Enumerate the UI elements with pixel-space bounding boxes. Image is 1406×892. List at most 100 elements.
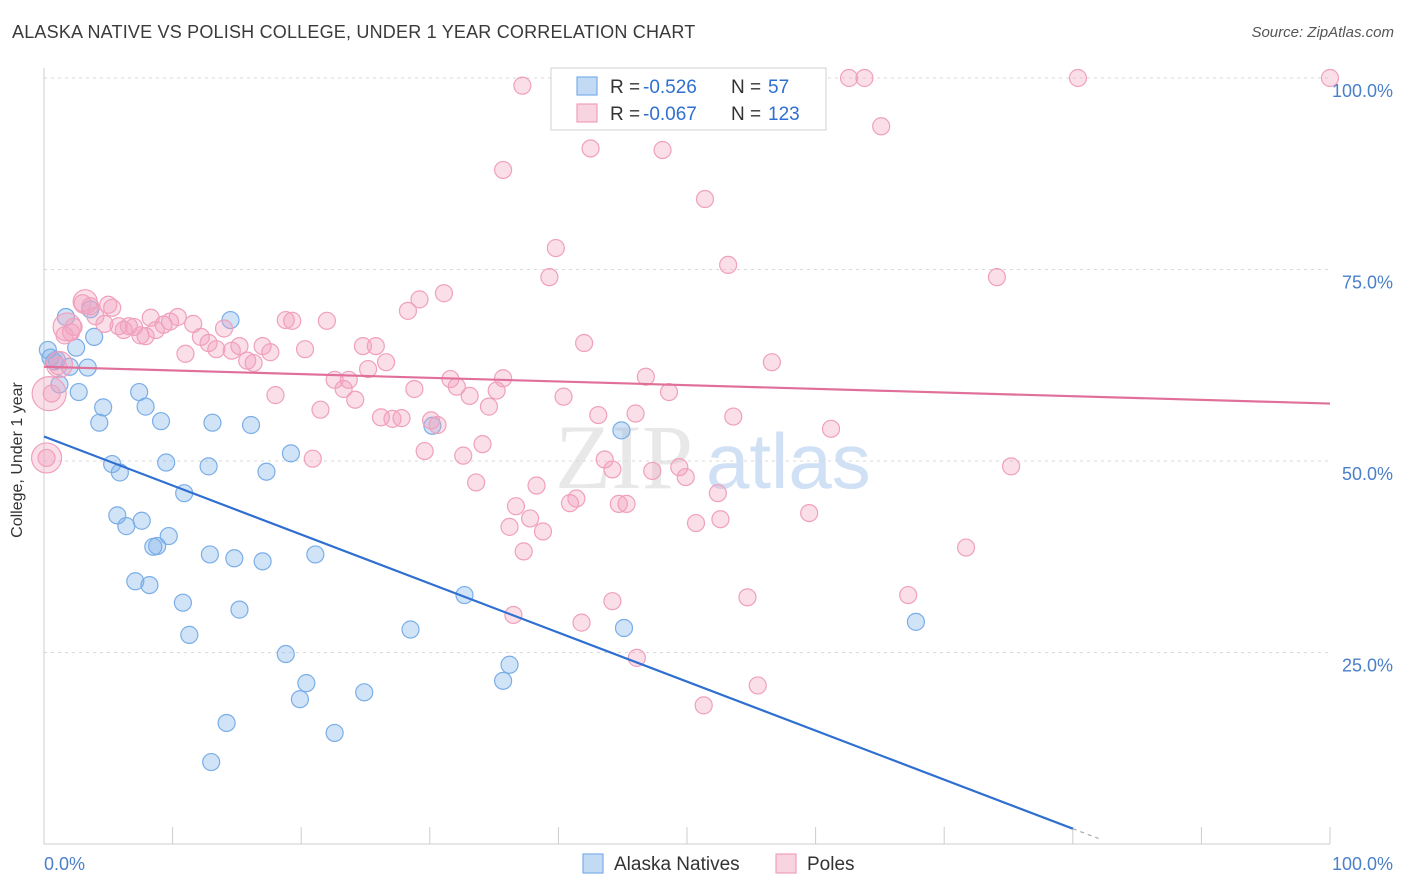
data-point bbox=[355, 683, 374, 702]
data-point bbox=[494, 160, 513, 180]
data-point bbox=[494, 671, 513, 690]
data-point bbox=[711, 510, 730, 529]
data-point bbox=[200, 545, 219, 564]
y-tick-label: 100.0% bbox=[1332, 81, 1393, 101]
data-point bbox=[612, 421, 631, 440]
data-point bbox=[159, 526, 178, 546]
data-point bbox=[603, 460, 622, 479]
data-point bbox=[575, 333, 594, 353]
data-point bbox=[1001, 457, 1021, 476]
data-point bbox=[956, 538, 976, 557]
data-point bbox=[398, 301, 418, 320]
data-point bbox=[173, 593, 192, 612]
data-point bbox=[434, 284, 454, 303]
data-point bbox=[506, 497, 526, 516]
trendline-poles bbox=[43, 365, 1331, 405]
data-point bbox=[521, 509, 540, 528]
data-point bbox=[325, 723, 344, 743]
data-point bbox=[110, 463, 129, 482]
data-point bbox=[276, 310, 295, 330]
data-point bbox=[473, 435, 492, 454]
data-point bbox=[217, 713, 236, 733]
y-tick-label: 50.0% bbox=[1342, 464, 1393, 484]
x-tick-label-right: 100.0% bbox=[1332, 854, 1393, 874]
trendline-alaska-natives bbox=[43, 435, 1074, 830]
data-point bbox=[295, 340, 315, 359]
data-point bbox=[202, 752, 221, 772]
data-point bbox=[724, 407, 743, 426]
data-point bbox=[225, 549, 244, 568]
data-point bbox=[103, 298, 122, 317]
data-point bbox=[261, 343, 280, 362]
data-point bbox=[899, 585, 918, 605]
series-legend-label: Poles bbox=[807, 854, 855, 875]
data-point bbox=[872, 117, 891, 136]
data-point bbox=[676, 467, 695, 487]
data-point bbox=[695, 189, 715, 209]
watermark-zip: ZIP bbox=[555, 406, 693, 508]
data-point bbox=[283, 311, 302, 330]
data-point bbox=[762, 353, 781, 372]
data-point bbox=[589, 405, 608, 425]
data-point bbox=[151, 412, 171, 431]
data-point bbox=[659, 382, 679, 402]
stats-legend-n-value: 123 bbox=[768, 104, 800, 125]
data-point bbox=[199, 457, 218, 476]
data-point bbox=[136, 397, 155, 416]
data-point bbox=[617, 494, 636, 513]
data-point bbox=[719, 255, 738, 275]
data-point bbox=[514, 542, 533, 561]
data-point bbox=[401, 620, 420, 639]
data-point bbox=[230, 337, 249, 356]
data-point bbox=[479, 397, 499, 416]
data-point bbox=[207, 340, 226, 359]
data-point-large bbox=[30, 442, 63, 474]
data-point bbox=[297, 674, 316, 693]
data-point bbox=[546, 238, 565, 258]
data-point bbox=[410, 290, 429, 309]
data-point bbox=[800, 503, 819, 523]
data-point bbox=[346, 390, 365, 409]
data-point bbox=[421, 411, 441, 430]
data-point bbox=[253, 552, 272, 571]
stats-legend-n-value: 57 bbox=[768, 77, 789, 98]
data-point bbox=[738, 588, 757, 607]
data-point bbox=[494, 369, 513, 388]
data-point bbox=[339, 370, 358, 389]
data-point bbox=[311, 400, 330, 419]
data-point bbox=[405, 379, 424, 399]
stats-legend-r-label: R = bbox=[610, 77, 640, 98]
data-point bbox=[94, 398, 113, 417]
data-point bbox=[626, 404, 645, 423]
data-point bbox=[95, 314, 114, 333]
series-legend-swatch bbox=[775, 853, 797, 874]
data-point-large bbox=[72, 289, 98, 315]
stats-legend-swatch bbox=[576, 76, 598, 96]
data-point bbox=[37, 448, 56, 468]
x-tick-label-left: 0.0% bbox=[44, 854, 85, 874]
data-point bbox=[643, 461, 662, 481]
data-point bbox=[376, 353, 396, 372]
data-point bbox=[266, 386, 285, 405]
y-tick-label: 75.0% bbox=[1342, 273, 1393, 293]
data-point bbox=[85, 327, 104, 347]
data-point bbox=[132, 511, 151, 530]
data-point bbox=[136, 327, 155, 346]
data-point bbox=[334, 379, 353, 399]
chart-source: Source: ZipAtlas.com bbox=[1251, 24, 1394, 41]
data-point bbox=[1320, 68, 1340, 88]
data-point bbox=[50, 375, 69, 394]
series-legend-label: Alaska Natives bbox=[614, 854, 740, 875]
data-point bbox=[653, 140, 672, 160]
data-point bbox=[428, 415, 447, 435]
data-point bbox=[627, 648, 646, 667]
data-point bbox=[276, 644, 295, 664]
data-point bbox=[180, 625, 199, 644]
data-point bbox=[117, 517, 136, 536]
stats-legend: R = -0.526 N = 57 R = -0.067 N = 123 bbox=[550, 67, 827, 131]
data-point bbox=[748, 676, 767, 695]
data-point-large bbox=[45, 350, 74, 379]
data-point bbox=[1068, 68, 1088, 88]
data-point bbox=[614, 618, 634, 638]
